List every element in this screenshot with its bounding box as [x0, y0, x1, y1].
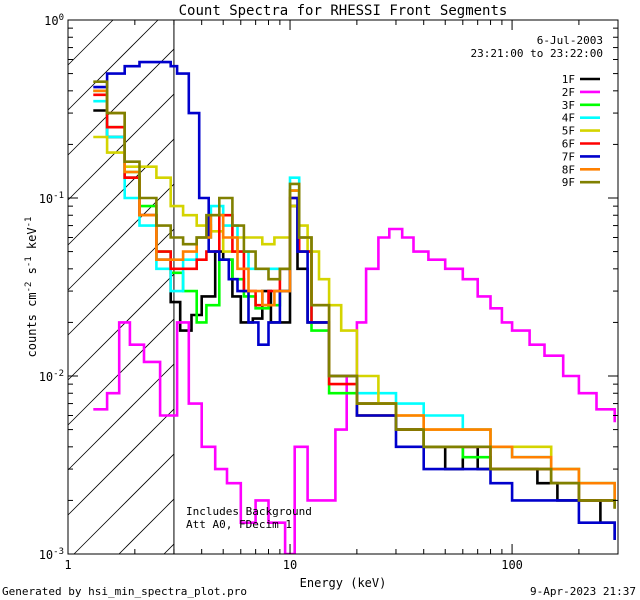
legend-label-2f: 2F — [562, 86, 575, 99]
hatch-line — [67, 318, 175, 426]
plot-frame — [67, 19, 619, 555]
legend-label-1f: 1F — [562, 73, 575, 86]
generated-by-label: Generated by hsi_min_spectra_plot.pro — [2, 585, 247, 598]
legend-label-6f: 6F — [562, 138, 575, 151]
y-tick-label: 100 — [44, 13, 64, 28]
hatch-line — [67, 183, 175, 291]
attenuator-note: Att A0, FDecim 1 — [186, 518, 292, 531]
y-tick-label: 10-1 — [39, 191, 64, 206]
legend-label-3f: 3F — [562, 99, 575, 112]
series-line-9f — [93, 80, 616, 509]
hatch-line — [67, 48, 175, 156]
hatch-line — [118, 498, 175, 555]
series-line-7f — [93, 60, 616, 540]
timestamp-label: 9-Apr-2023 21:37 — [530, 585, 636, 598]
legend-label-5f: 5F — [562, 125, 575, 138]
y-tick-label: 10-2 — [39, 369, 64, 384]
hatch-line — [67, 93, 175, 201]
x-axis-label: Energy (keV) — [300, 576, 387, 590]
legend-label-9f: 9F — [562, 176, 575, 189]
hatch-line — [67, 363, 175, 471]
y-axis-ticks: 100 10-1 10-2 10-3 — [39, 13, 618, 562]
x-axis-ticks: 1 10 100 — [64, 20, 619, 572]
time-range-label: 23:21:00 to 23:22:00 — [471, 47, 603, 60]
series-line-5f — [93, 135, 616, 501]
series-line-8f — [93, 89, 616, 501]
hatch-line — [67, 138, 175, 246]
x-tick-label: 100 — [501, 558, 523, 572]
y-tick-label: 10-3 — [39, 547, 64, 562]
hatch-line — [73, 453, 175, 555]
chart-title: Count Spectra for RHESSI Front Segments — [179, 3, 508, 19]
legend-label-7f: 7F — [562, 150, 575, 163]
x-tick-label: 1 — [64, 558, 71, 572]
hatch-line — [67, 408, 175, 516]
y-axis-label: counts cm-2 s-1 keV-1 — [24, 217, 39, 358]
series-line-1f — [93, 109, 616, 540]
date-label: 6-Jul-2003 — [537, 34, 603, 47]
legend-label-8f: 8F — [562, 163, 575, 176]
hatch-line — [163, 543, 175, 555]
background-note: Includes Background — [186, 505, 312, 518]
hatch-line — [67, 19, 114, 66]
legend-label-4f: 4F — [562, 112, 575, 125]
hatch-line — [67, 19, 159, 111]
hatch-line — [67, 228, 175, 336]
x-tick-label: 10 — [283, 558, 297, 572]
hatch-line — [67, 273, 175, 381]
attenuator-hatched-region — [67, 19, 175, 555]
series-group — [93, 60, 616, 554]
